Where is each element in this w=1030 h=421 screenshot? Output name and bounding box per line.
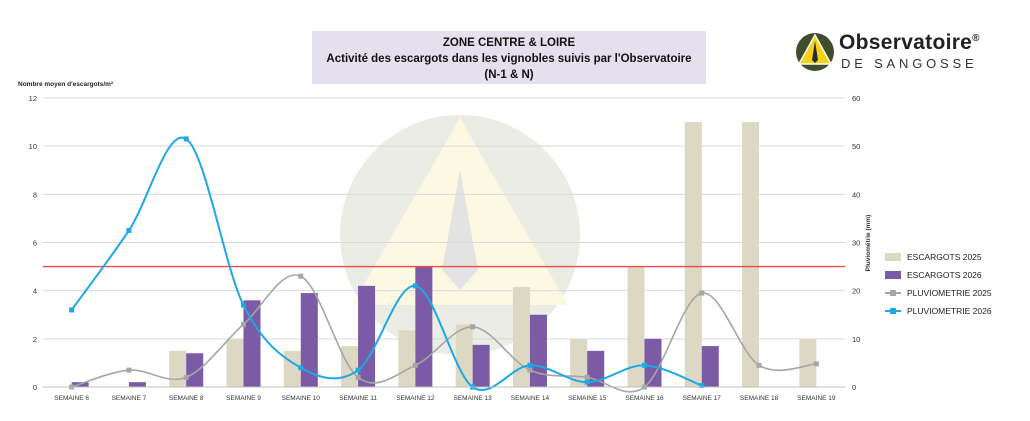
legend-swatch xyxy=(885,253,901,261)
point-pluviometrie-2026 xyxy=(183,136,189,142)
x-tick-label: SEMAINE 15 xyxy=(568,395,607,402)
point-pluviometrie-2025 xyxy=(470,324,476,330)
point-pluviometrie-2025 xyxy=(355,374,361,380)
point-pluviometrie-2026 xyxy=(699,383,705,389)
point-pluviometrie-2026 xyxy=(241,302,246,308)
bar-escargots-2025 xyxy=(684,122,702,387)
x-tick-label: SEMAINE 7 xyxy=(112,395,147,402)
chart-title: ZONE CENTRE & LOIRE xyxy=(442,37,576,49)
bar-escargots-2025 xyxy=(169,350,187,387)
legend-label: ESCARGOTS 2025 xyxy=(907,252,982,262)
y-tick-label: 2 xyxy=(33,335,37,344)
point-pluviometrie-2026 xyxy=(298,365,304,371)
bar-escargots-2026 xyxy=(186,353,204,387)
bar-escargots-2026 xyxy=(243,300,261,387)
point-pluviometrie-2026 xyxy=(355,367,361,373)
point-pluviometrie-2025 xyxy=(241,321,246,327)
x-tick-label: SEMAINE 8 xyxy=(169,395,204,402)
y-tick-label: 10 xyxy=(29,142,37,151)
bar-escargots-2026 xyxy=(358,285,376,387)
x-tick-label: SEMAINE 13 xyxy=(453,395,492,402)
x-tick-label: SEMAINE 19 xyxy=(797,395,836,402)
chart-subtitle-period: (N-1 & N) xyxy=(484,69,534,81)
bar-escargots-2026 xyxy=(415,266,433,387)
bar-escargots-2025 xyxy=(799,338,817,387)
point-pluviometrie-2025 xyxy=(298,273,304,279)
point-pluviometrie-2025 xyxy=(126,367,132,373)
bar-escargots-2025 xyxy=(226,338,244,387)
logo-wordmark: Observatoire® xyxy=(839,31,980,54)
chart-title-box: ZONE CENTRE & LOIRE Activité des escargo… xyxy=(312,31,706,84)
point-pluviometrie-2026 xyxy=(126,227,132,233)
bar-escargots-2026 xyxy=(128,382,146,387)
point-pluviometrie-2025 xyxy=(813,361,819,367)
logo-subtitle: DE SANGOSSE xyxy=(841,56,978,71)
legend-swatch xyxy=(885,271,901,279)
y-tick-label: 12 xyxy=(29,94,37,103)
legend-item-escargots-2026: ESCARGOTS 2026 xyxy=(885,266,1025,284)
legend-item-pluviometrie-2025: PLUVIOMETRIE 2025 xyxy=(885,284,1025,302)
bar-escargots-2026 xyxy=(300,293,318,387)
point-pluviometrie-2025 xyxy=(183,374,189,380)
legend-item-pluviometrie-2026: PLUVIOMETRIE 2026 xyxy=(885,302,1025,320)
y2-tick-label: 20 xyxy=(852,287,860,296)
point-pluviometrie-2025 xyxy=(412,362,418,368)
snail-triangle-logo-icon xyxy=(796,33,834,71)
point-pluviometrie-2025 xyxy=(699,290,705,296)
x-tick-label: SEMAINE 9 xyxy=(226,395,261,402)
bar-escargots-2026 xyxy=(472,344,490,387)
bar-escargots-2025 xyxy=(570,338,588,387)
y2-tick-label: 10 xyxy=(852,335,860,344)
point-pluviometrie-2026 xyxy=(412,283,418,289)
x-tick-label: SEMAINE 11 xyxy=(339,395,377,402)
line-pluviometrie-2025 xyxy=(71,274,817,393)
bar-escargots-2025 xyxy=(627,266,645,387)
y2-tick-label: 0 xyxy=(852,383,856,392)
x-tick-label: SEMAINE 10 xyxy=(282,395,321,402)
x-tick-label: SEMAINE 18 xyxy=(740,395,779,402)
y-tick-label: 0 xyxy=(33,383,37,392)
legend-label: ESCARGOTS 2026 xyxy=(907,270,982,280)
observatoire-logo: Observatoire® DE SANGOSSE xyxy=(795,28,995,78)
y2-tick-label: 30 xyxy=(852,239,860,248)
x-tick-label: SEMAINE 12 xyxy=(396,395,435,402)
legend-item-escargots-2025: ESCARGOTS 2025 xyxy=(885,248,1025,266)
y-axis-left-title: Nombre moyen d'escargots/m² xyxy=(18,81,114,88)
legend-swatch xyxy=(885,289,901,297)
axes: 0 2 4 6 8 10 12 0 10 20 30 40 50 60 SEMAINE 6 SEMAINE 7… xyxy=(29,94,861,402)
legend: ESCARGOTS 2025 ESCARGOTS 2026 PLUVIOMETR… xyxy=(885,248,1025,320)
line-pluviometrie-2026 xyxy=(70,136,703,391)
legend-swatch xyxy=(885,307,901,315)
point-pluviometrie-2025 xyxy=(756,362,762,368)
point-pluviometrie-2026 xyxy=(642,362,647,368)
y-tick-label: 4 xyxy=(33,287,37,296)
x-tick-label: SEMAINE 14 xyxy=(511,395,550,402)
point-pluviometrie-2026 xyxy=(69,307,75,313)
y-axis-right-title: Pluviométrie (mm) xyxy=(865,215,872,272)
legend-label: PLUVIOMETRIE 2025 xyxy=(907,288,992,298)
bar-escargots-2025 xyxy=(398,330,416,387)
y2-tick-label: 60 xyxy=(852,94,860,103)
point-pluviometrie-2026 xyxy=(584,379,590,385)
x-tick-label: SEMAINE 17 xyxy=(683,395,722,402)
point-pluviometrie-2025 xyxy=(584,374,590,380)
bar-escargots-2026 xyxy=(529,314,547,387)
y2-tick-label: 50 xyxy=(852,142,860,151)
x-tick-label: SEMAINE 6 xyxy=(54,395,89,402)
bar-escargots-2025 xyxy=(283,350,301,387)
bar-escargots-2026 xyxy=(644,338,662,387)
x-tick-label: SEMAINE 16 xyxy=(625,395,664,402)
y2-tick-label: 40 xyxy=(852,190,860,199)
bar-escargots-2026 xyxy=(701,346,719,387)
y-tick-label: 8 xyxy=(33,190,37,199)
y-tick-label: 6 xyxy=(33,239,37,248)
chart-subtitle: Activité des escargots dans les vignoble… xyxy=(326,53,692,65)
grid xyxy=(43,97,845,388)
legend-label: PLUVIOMETRIE 2026 xyxy=(907,306,992,316)
point-pluviometrie-2025 xyxy=(527,367,533,373)
bar-escargots-2025 xyxy=(742,122,760,387)
point-pluviometrie-2026 xyxy=(527,362,533,368)
